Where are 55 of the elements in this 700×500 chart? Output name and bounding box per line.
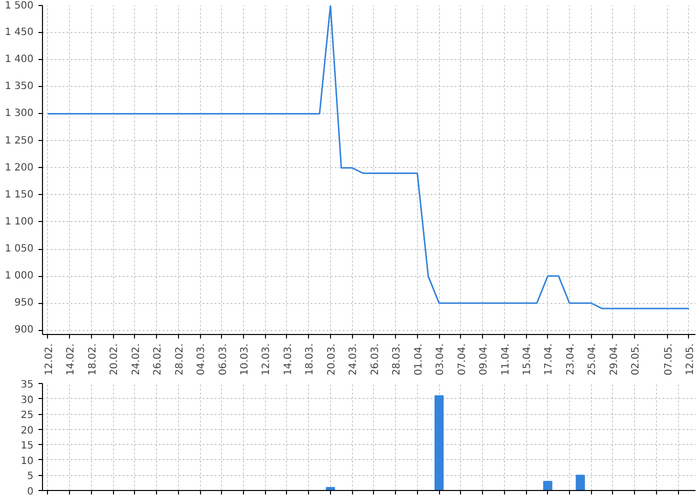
y-tick-label: 30 (20, 394, 34, 406)
line-series (47, 6, 690, 310)
y-tick-label: 900 (14, 324, 34, 336)
x-tick-label: 28.03. (392, 343, 403, 376)
x-tick-label: 15.04. (522, 343, 534, 376)
x-tick-label: 23.04. (565, 343, 576, 376)
x-tick-label: 24.02. (130, 343, 142, 376)
y-tick-label: 35 (20, 380, 34, 390)
y-tick-label: 10 (20, 456, 34, 467)
x-tick-label: 07.05. (663, 343, 674, 376)
x-tick-label: 28.02. (174, 343, 186, 376)
x-tick-label: 14.02. (66, 343, 77, 376)
x-tick-label: 04.03. (196, 343, 208, 376)
y-tick-label: 1 500 (4, 0, 34, 12)
x-tick-label: 20.02. (109, 343, 120, 376)
x-tick-label: 26.03. (370, 343, 381, 376)
y-tick-label: 1 100 (4, 216, 34, 228)
x-tick-label: 06.03. (218, 343, 229, 376)
x-tick-label: 11.04. (500, 343, 512, 376)
y-tick-label: 5 (27, 471, 34, 482)
x-tick-label: 02.05. (630, 343, 642, 376)
y-tick-label: 1 450 (4, 27, 34, 38)
y-tick-label: 25 (20, 410, 34, 422)
y-tick-label: 950 (14, 298, 34, 309)
y-tick-label: 15 (20, 440, 34, 452)
y-tick-label: 1 400 (4, 54, 34, 66)
bar (576, 474, 585, 490)
y-tick-label: 20 (20, 425, 34, 436)
y-tick-label: 0 (27, 486, 34, 498)
x-tick-label: 25.04. (587, 343, 598, 376)
x-tick-label: 12.05. (684, 343, 696, 376)
x-tick-label: 07.04. (456, 343, 468, 376)
bar (434, 395, 444, 490)
x-tick-label: 03.04. (435, 343, 446, 376)
x-tick-label: 12.03. (261, 343, 272, 376)
y-tick-label: 1 250 (4, 135, 34, 146)
x-tick-label: 24.03. (348, 343, 360, 376)
y-tick-label: 1 300 (4, 108, 34, 120)
y-tick-label: 1 350 (4, 81, 34, 92)
x-tick-label: 14.03. (282, 343, 294, 376)
x-tick-label: 20.03. (326, 343, 338, 376)
x-tick-label: 18.02. (87, 343, 98, 376)
bar (543, 480, 552, 490)
x-tick-label: 10.03. (240, 343, 251, 376)
y-tick-label: 1 200 (4, 162, 34, 174)
y-tick-label: 1 050 (4, 244, 34, 255)
x-tick-label: 17.04. (544, 343, 555, 376)
x-tick-label: 01.04. (413, 343, 424, 376)
x-tick-label: 29.04. (608, 343, 620, 376)
x-tick-label: 18.03. (304, 343, 316, 376)
y-tick-label: 1 150 (4, 189, 34, 200)
x-tick-label: 09.04. (478, 343, 490, 376)
x-tick-label: 12.02. (44, 343, 55, 376)
y-tick-label: 1 000 (4, 270, 34, 282)
x-tick-label: 26.02. (152, 343, 164, 376)
